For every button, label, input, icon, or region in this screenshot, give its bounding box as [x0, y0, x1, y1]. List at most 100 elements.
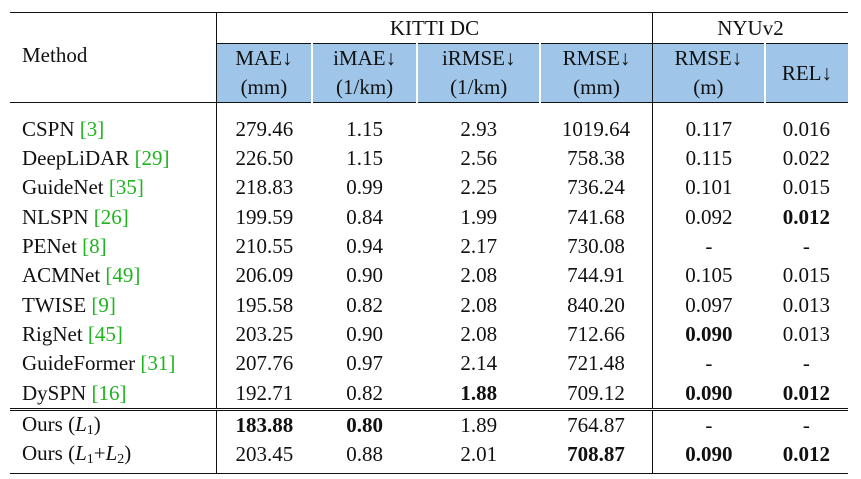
method-name: CSPN [22, 117, 75, 141]
value-cell: - [705, 351, 713, 376]
col-mae: MAE↓ [216, 43, 313, 73]
ours-prefix: Ours ( [22, 441, 76, 466]
value-cell: 1.89 [417, 407, 541, 440]
kitti-header: KITTI DC [216, 12, 653, 44]
value-cell: 2.14 [460, 351, 498, 376]
value-cell: - [802, 351, 810, 376]
value-cell: - [802, 234, 810, 259]
table-row: PENet [8] 210.55 0.94 2.17 730.08 - - [10, 231, 848, 262]
value-cell: 0.94 [346, 234, 383, 259]
unit-rmse-kitti: (mm) [540, 73, 653, 103]
value-cell: 0.022 [782, 146, 831, 171]
value-cell: 2.08 [460, 292, 498, 317]
table-row: RigNet [45] 203.25 0.90 2.08 712.66 0.090 0.01… [10, 319, 848, 350]
value-cell: 0.013 [782, 321, 831, 346]
nyu-header: NYUv2 [652, 12, 848, 44]
citation-link: [29] [134, 146, 170, 171]
results-table: Method KITTI DC NYUv2 MAE↓ iMAE↓ iRMSE↓ … [10, 12, 848, 475]
loss-subscript: 1 [86, 452, 94, 468]
method-name-cell: Ours (L1+L2) [10, 439, 217, 475]
value-cell: 0.090 [685, 321, 733, 346]
ours-prefix: Ours ( [22, 411, 76, 436]
value-cell: 0.117 [652, 102, 765, 144]
value-cell: 0.013 [782, 292, 831, 317]
ours-suffix: ) [93, 411, 101, 436]
citation-link: [16] [91, 380, 127, 405]
value-cell: 764.87 [540, 407, 653, 440]
value-cell: 744.91 [540, 261, 653, 291]
value-cell: 2.56 [460, 146, 498, 171]
method-name-cell: GuideFormer [31] [10, 349, 217, 379]
value-cell: 708.87 [540, 439, 653, 475]
unit-rmse-nyu: (m) [652, 73, 766, 103]
value-cell: 0.012 [782, 380, 831, 405]
method-name: ACMNet [22, 263, 101, 288]
metric-unit-row: (mm) (1/km) (1/km) (mm) (m) [10, 73, 848, 103]
method-name: GuideNet [22, 175, 104, 200]
unit-imae: (1/km) [311, 73, 419, 103]
value-cell: 758.38 [540, 144, 653, 174]
value-cell: 712.66 [540, 319, 653, 350]
value-cell: 183.88 [216, 407, 312, 440]
value-cell: 207.76 [235, 351, 294, 376]
value-cell: - [705, 234, 713, 259]
table-row: DeepLiDAR [29] 226.50 1.15 2.56 758.38 0.115 0… [10, 144, 848, 174]
citation-link: [3] [79, 117, 105, 141]
col-rel: REL↓ [764, 43, 848, 103]
value-cell: 2.17 [460, 234, 498, 259]
value-cell: 0.012 [782, 204, 831, 229]
value-cell: 210.55 [235, 234, 294, 259]
value-cell: 206.09 [235, 263, 294, 288]
table-row: TWISE [9] 195.58 0.82 2.08 840.20 0.097 0.013 [10, 290, 848, 320]
citation-link: [8] [82, 234, 107, 259]
value-cell: 0.092 [685, 204, 733, 229]
value-cell: - [652, 407, 765, 440]
table-row: GuideNet [35] 218.83 0.99 2.25 736.24 0.101 0.… [10, 173, 848, 203]
value-cell: 203.25 [235, 321, 294, 346]
method-name-cell: PENet [8] [10, 231, 217, 262]
value-cell: 0.090 [685, 380, 733, 405]
method-name-cell: GuideNet [35] [10, 173, 217, 203]
value-cell: 1019.64 [540, 102, 653, 144]
ours-suffix: ) [124, 441, 132, 466]
method-name-cell: DySPN [16] [10, 378, 217, 410]
col-imae: iMAE↓ [311, 43, 419, 73]
method-name-cell: NLSPN [26] [10, 202, 217, 232]
value-cell: 721.48 [540, 349, 653, 379]
table-row: NLSPN [26] 199.59 0.84 1.99 741.68 0.092 0.012 [10, 202, 848, 232]
method-name: RigNet [22, 321, 83, 346]
table-row-ours: Ours (L1) 183.88 0.80 1.89 764.87- - [10, 407, 848, 440]
value-cell: 0.99 [346, 175, 383, 200]
value-cell: 730.08 [540, 231, 653, 262]
method-header: Method [10, 12, 217, 103]
value-cell: 0.105 [685, 263, 733, 288]
value-cell: 218.83 [235, 175, 294, 200]
value-cell: 2.25 [460, 175, 498, 200]
value-cell: - [764, 407, 848, 440]
value-cell: 0.82 [346, 292, 383, 317]
method-name-cell: DeepLiDAR [29] [10, 144, 217, 174]
value-cell: 2.01 [417, 439, 541, 475]
value-cell: 0.015 [782, 263, 831, 288]
value-cell: 192.71 [235, 380, 294, 405]
loss-subscript: 2 [117, 452, 125, 468]
value-cell: 0.090 [652, 439, 765, 475]
loss-subscript: 1 [86, 422, 94, 438]
method-name: TWISE [22, 292, 87, 317]
value-cell: 709.12 [540, 378, 653, 410]
table-row: CSPN [3] 279.46 1.15 2.93 1019.64 0.117 0.016 [10, 102, 848, 144]
citation-link: [31] [140, 351, 176, 376]
citation-link: [49] [105, 263, 141, 288]
method-name-cell: Ours (L1) [10, 407, 217, 440]
citation-link: [9] [91, 292, 116, 317]
table-row: DySPN [16] 192.71 0.82 1.88 709.12 0.090 0.012 [10, 378, 848, 410]
plus-sign: + [93, 441, 106, 466]
method-name: DySPN [22, 380, 87, 405]
value-cell: 279.46 [216, 102, 312, 144]
value-cell: 840.20 [540, 290, 653, 320]
method-name: DeepLiDAR [22, 146, 130, 171]
loss-symbol: L [75, 411, 87, 436]
citation-link: [45] [87, 321, 123, 346]
col-rmse-kitti: RMSE↓ [540, 43, 653, 73]
